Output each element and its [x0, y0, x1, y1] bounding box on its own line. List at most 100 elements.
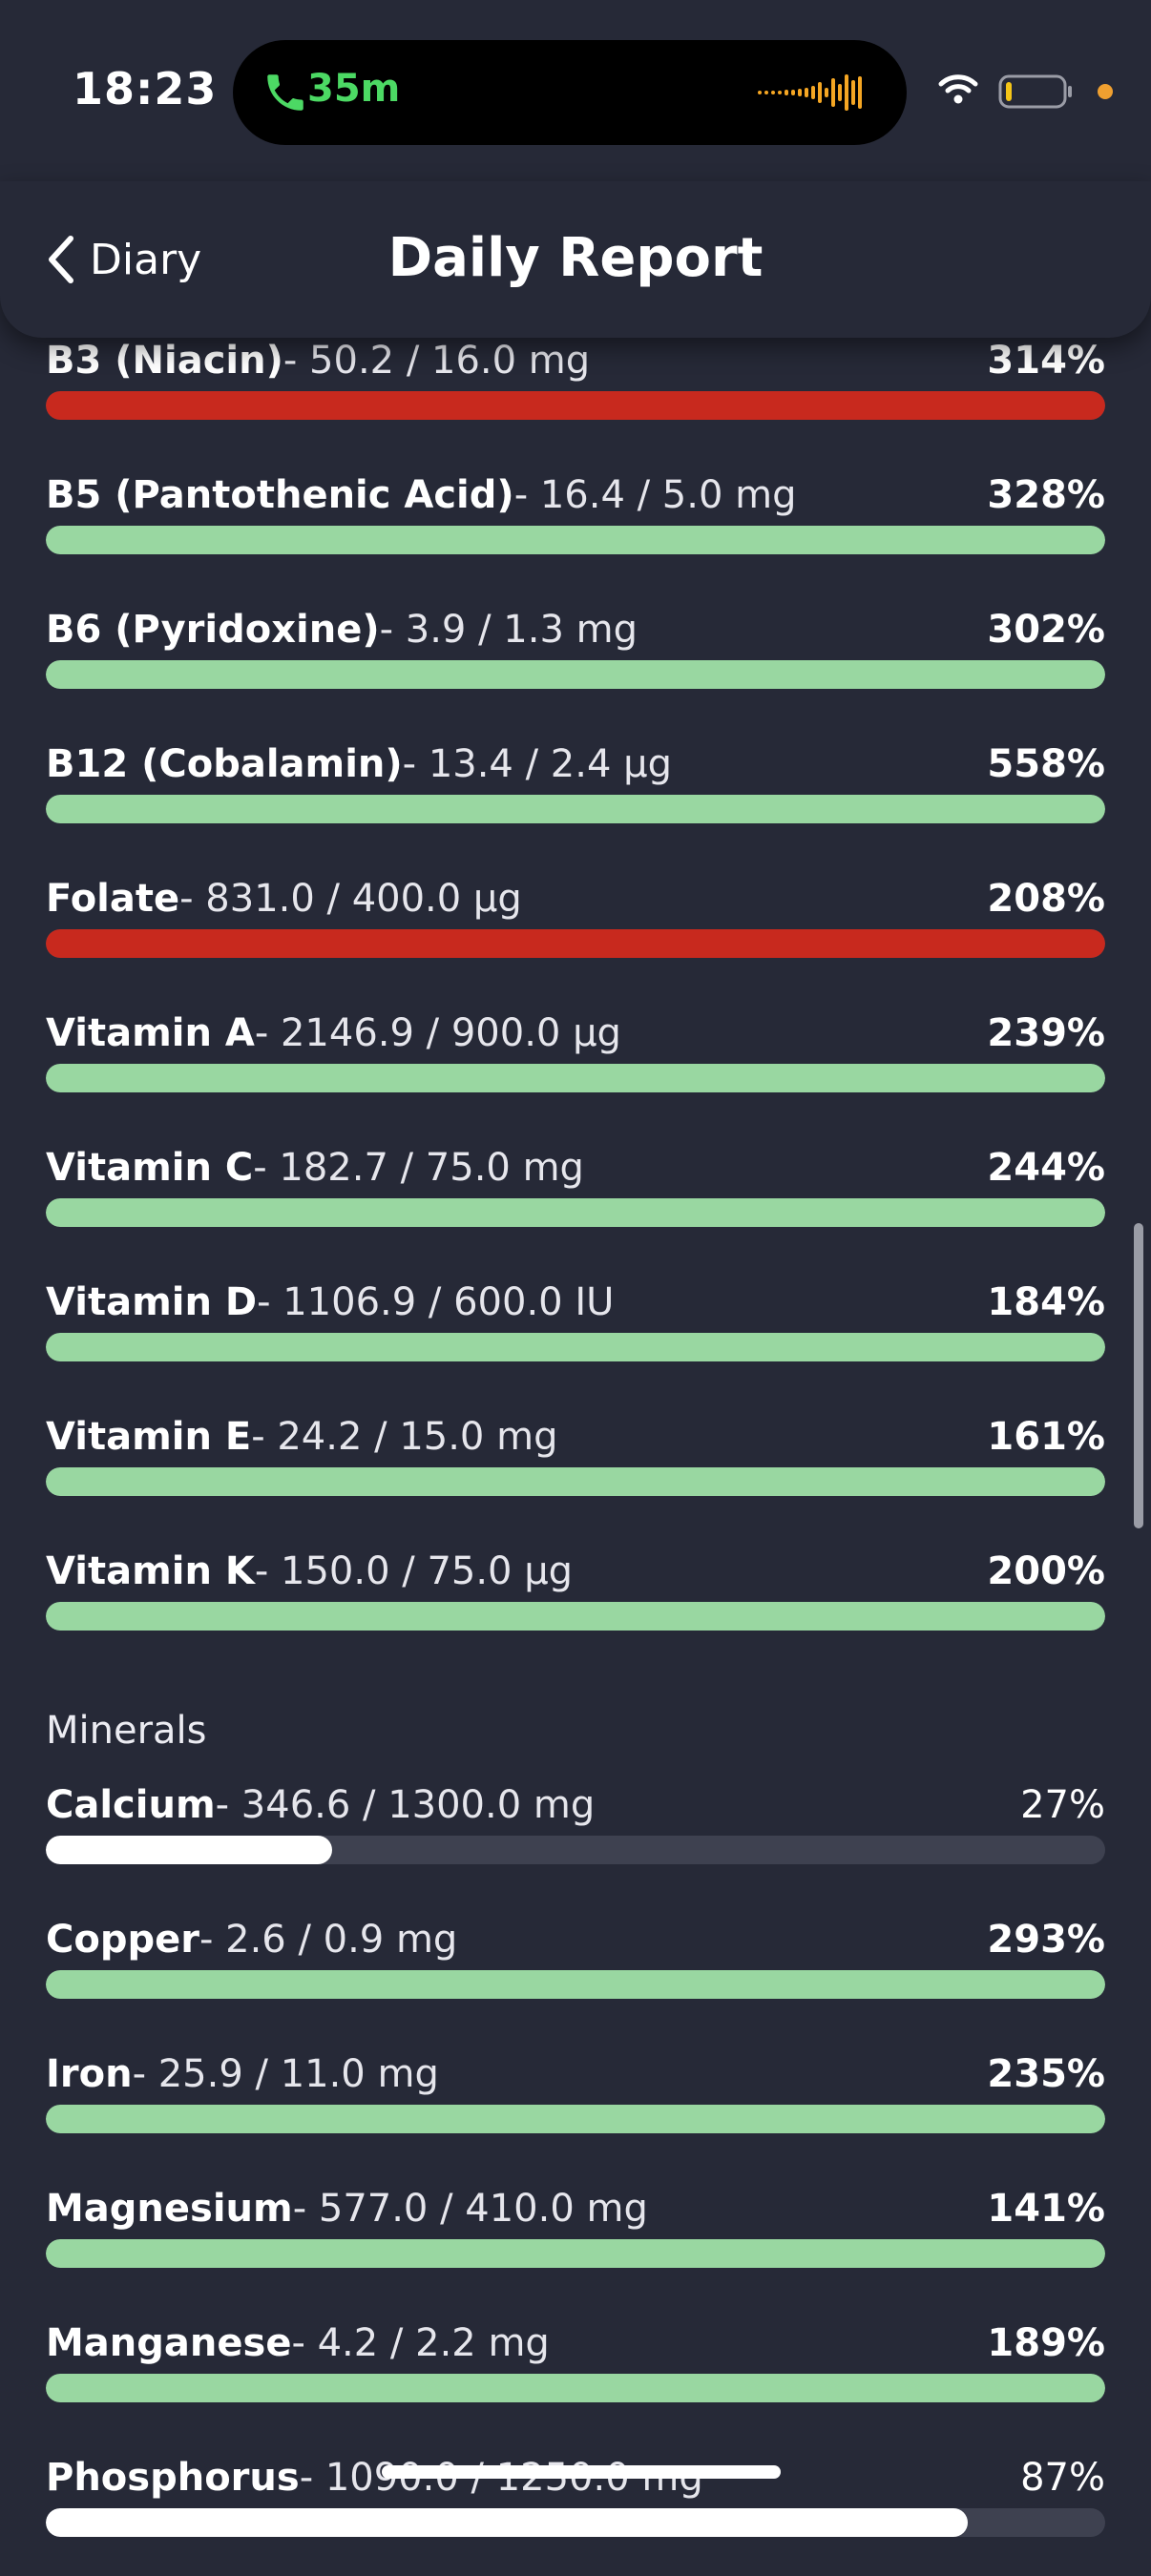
- page-title: Daily Report: [387, 227, 764, 289]
- nutrient-row-text: Iron- 25.9 / 11.0 mg 235%: [46, 2047, 1105, 2101]
- status-time: 18:23: [73, 63, 218, 114]
- nutrient-row[interactable]: Copper- 2.6 / 0.9 mg 293%: [0, 1903, 1151, 2038]
- nutrient-percent: 244%: [987, 1146, 1105, 1190]
- nutrient-name: Iron: [46, 2052, 133, 2096]
- nutrient-percent: 302%: [987, 608, 1105, 652]
- nutrient-row[interactable]: Vitamin D- 1106.9 / 600.0 IU 184%: [0, 1266, 1151, 1401]
- nutrient-percent: 314%: [987, 339, 1105, 383]
- nutrient-row-text: Vitamin K- 150.0 / 75.0 µg 200%: [46, 1545, 1105, 1598]
- nutrient-amount: - 4.2 / 2.2 mg: [291, 2321, 550, 2365]
- call-duration: 35m: [307, 67, 401, 111]
- nutrient-percent: 87%: [1020, 2456, 1105, 2500]
- progress-bar: [46, 2105, 1105, 2133]
- nutrient-percent: 208%: [987, 877, 1105, 921]
- nutrient-name: B6 (Pyridoxine): [46, 608, 380, 652]
- progress-fill: [46, 1836, 332, 1864]
- nutrient-amount: - 24.2 / 15.0 mg: [251, 1415, 558, 1459]
- progress-bar: [46, 1602, 1105, 1631]
- nutrient-percent: 328%: [987, 473, 1105, 517]
- home-indicator[interactable]: [382, 2465, 781, 2479]
- nutrient-name: B3 (Niacin): [46, 339, 283, 383]
- nutrient-row-text: Vitamin E- 24.2 / 15.0 mg 161%: [46, 1410, 1105, 1464]
- progress-bar: [46, 391, 1105, 420]
- nutrient-row[interactable]: Magnesium- 577.0 / 410.0 mg 141%: [0, 2172, 1151, 2307]
- nutrient-row[interactable]: Vitamin E- 24.2 / 15.0 mg 161%: [0, 1401, 1151, 1535]
- progress-fill: [46, 526, 1105, 554]
- nutrient-row[interactable]: Vitamin K- 150.0 / 75.0 µg 200%: [0, 1535, 1151, 1670]
- nutrient-percent: 189%: [987, 2321, 1105, 2365]
- progress-bar: [46, 795, 1105, 823]
- navigation-header: Diary Daily Report: [0, 181, 1151, 338]
- nutrient-percent: 184%: [987, 1280, 1105, 1324]
- nutrient-name: Vitamin E: [46, 1415, 252, 1459]
- nutrient-row[interactable]: B3 (Niacin)- 50.2 / 16.0 mg 314%: [0, 324, 1151, 459]
- progress-bar: [46, 660, 1105, 689]
- nutrient-percent: 235%: [987, 2052, 1105, 2096]
- nutrient-amount: - 2.6 / 0.9 mg: [199, 1918, 458, 1962]
- progress-fill: [46, 1333, 1105, 1361]
- nutrient-row[interactable]: Vitamin A- 2146.9 / 900.0 µg 239%: [0, 997, 1151, 1132]
- nutrient-row[interactable]: Calcium- 346.6 / 1300.0 mg 27%: [0, 1769, 1151, 1903]
- nutrient-row-text: Vitamin D- 1106.9 / 600.0 IU 184%: [46, 1276, 1105, 1329]
- progress-fill: [46, 1970, 1105, 1999]
- progress-fill: [46, 660, 1105, 689]
- progress-bar: [46, 1333, 1105, 1361]
- phone-icon: [267, 74, 303, 111]
- nutrient-name: B5 (Pantothenic Acid): [46, 473, 514, 517]
- nutrient-amount: - 50.2 / 16.0 mg: [283, 339, 591, 383]
- nutrient-row-text: B6 (Pyridoxine)- 3.9 / 1.3 mg 302%: [46, 603, 1105, 656]
- vitamins-list: B3 (Niacin)- 50.2 / 16.0 mg 314% B5 (Panto…: [0, 324, 1151, 1670]
- nutrient-amount: - 3.9 / 1.3 mg: [379, 608, 638, 652]
- nutrient-percent: 239%: [987, 1011, 1105, 1055]
- back-button[interactable]: Diary: [44, 231, 201, 288]
- nutrient-amount: - 16.4 / 5.0 mg: [513, 473, 797, 517]
- progress-bar: [46, 526, 1105, 554]
- nutrient-percent: 27%: [1020, 1783, 1105, 1827]
- status-bar: 18:23 35m: [0, 0, 1151, 181]
- nutrient-row-text: B5 (Pantothenic Acid)- 16.4 / 5.0 mg 328%: [46, 468, 1105, 522]
- nutrient-name: Folate: [46, 877, 180, 921]
- nutrient-row[interactable]: B6 (Pyridoxine)- 3.9 / 1.3 mg 302%: [0, 593, 1151, 728]
- privacy-indicator-dot: [1098, 84, 1113, 99]
- nutrient-row[interactable]: Folate- 831.0 / 400.0 µg 208%: [0, 862, 1151, 997]
- nutrient-row-text: Vitamin C- 182.7 / 75.0 mg 244%: [46, 1141, 1105, 1195]
- nutrient-amount: - 13.4 / 2.4 µg: [402, 742, 672, 786]
- nutrient-row[interactable]: Phosphorus- 1090.0 / 1250.0 mg87%: [0, 2441, 1151, 2576]
- nutrient-row[interactable]: Iron- 25.9 / 11.0 mg 235%: [0, 2038, 1151, 2172]
- progress-bar: [46, 929, 1105, 958]
- nutrient-row[interactable]: Manganese- 4.2 / 2.2 mg 189%: [0, 2307, 1151, 2441]
- nutrient-row-text: Calcium- 346.6 / 1300.0 mg 27%: [46, 1778, 1105, 1832]
- nutrient-name: Copper: [46, 1918, 199, 1962]
- nutrient-row[interactable]: B5 (Pantothenic Acid)- 16.4 / 5.0 mg 328%: [0, 459, 1151, 593]
- progress-fill: [46, 1467, 1105, 1496]
- progress-bar: [46, 1064, 1105, 1092]
- progress-fill: [46, 1198, 1105, 1227]
- progress-fill: [46, 1064, 1105, 1092]
- nutrient-amount: - 831.0 / 400.0 µg: [179, 877, 522, 921]
- nutrient-row-text: Folate- 831.0 / 400.0 µg 208%: [46, 872, 1105, 925]
- nutrient-name: Phosphorus: [46, 2456, 300, 2500]
- progress-fill: [46, 2105, 1105, 2133]
- nutrient-name: Magnesium: [46, 2187, 293, 2231]
- report-content[interactable]: B3 (Niacin)- 50.2 / 16.0 mg 314% B5 (Panto…: [0, 324, 1151, 2576]
- nutrient-row[interactable]: Vitamin C- 182.7 / 75.0 mg 244%: [0, 1132, 1151, 1266]
- nutrient-percent: 161%: [987, 1415, 1105, 1459]
- nutrient-row[interactable]: B12 (Cobalamin)- 13.4 / 2.4 µg 558%: [0, 728, 1151, 862]
- back-button-label: Diary: [90, 235, 202, 284]
- progress-bar: [46, 2508, 1105, 2537]
- nutrient-name: Vitamin A: [46, 1011, 255, 1055]
- nutrient-row-text: Vitamin A- 2146.9 / 900.0 µg 239%: [46, 1007, 1105, 1060]
- nutrient-percent: 558%: [987, 742, 1105, 786]
- nutrient-amount: - 150.0 / 75.0 µg: [254, 1549, 574, 1593]
- nutrient-row-text: Magnesium- 577.0 / 410.0 mg 141%: [46, 2182, 1105, 2235]
- nutrient-row-text: Manganese- 4.2 / 2.2 mg 189%: [46, 2316, 1105, 2370]
- progress-fill: [46, 2374, 1105, 2402]
- dynamic-island[interactable]: 35m: [233, 40, 907, 145]
- scrollbar[interactable]: [1134, 1223, 1143, 1528]
- nutrient-amount: - 25.9 / 11.0 mg: [132, 2052, 439, 2096]
- progress-fill: [46, 1602, 1105, 1631]
- chevron-left-icon: [49, 236, 73, 283]
- progress-fill: [46, 2508, 968, 2537]
- nutrient-name: B12 (Cobalamin): [46, 742, 403, 786]
- progress-fill: [46, 2239, 1105, 2268]
